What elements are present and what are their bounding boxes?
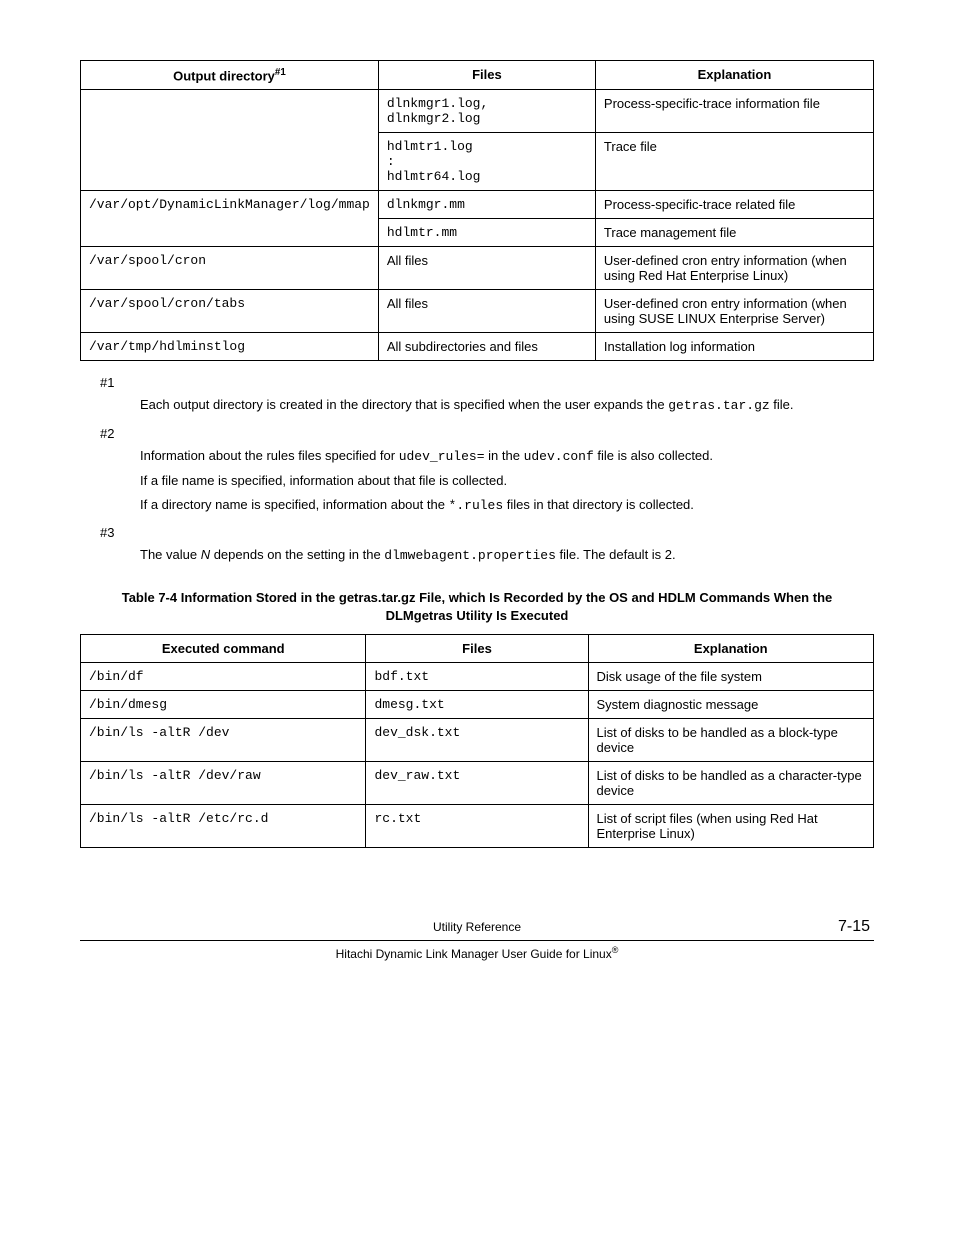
col-explanation: Explanation [595, 61, 873, 90]
cell-explanation: Trace management file [595, 219, 873, 247]
footnote-2-body: Information about the rules files specif… [140, 447, 854, 516]
table-row: dlnkmgr1.log, dlnkmgr2.logProcess-specif… [81, 90, 874, 133]
table-row: /bin/dmesgdmesg.txtSystem diagnostic mes… [81, 690, 874, 718]
cell-command: /bin/ls -altR /etc/rc.d [81, 804, 366, 847]
cell-output-dir: /var/opt/DynamicLinkManager/log/mmap [81, 191, 379, 247]
cell-output-dir: /var/spool/cron/tabs [81, 290, 379, 333]
cell-output-dir: /var/spool/cron [81, 247, 379, 290]
footnote-1-key: #1 [100, 375, 854, 390]
cell-command: /bin/df [81, 662, 366, 690]
cell-explanation: List of disks to be handled as a charact… [588, 761, 874, 804]
footnote-3-body: The value N depends on the setting in th… [140, 546, 854, 565]
cell-file: bdf.txt [366, 662, 588, 690]
cell-files: All files [378, 247, 595, 290]
table-row: /bin/dfbdf.txtDisk usage of the file sys… [81, 662, 874, 690]
output-directory-table: Output directory#1 Files Explanation dln… [80, 60, 874, 361]
cell-explanation: System diagnostic message [588, 690, 874, 718]
footnote-2-key: #2 [100, 426, 854, 441]
cell-file: dev_raw.txt [366, 761, 588, 804]
cell-files: All subdirectories and files [378, 333, 595, 361]
cell-files: All files [378, 290, 595, 333]
cell-explanation: Process-specific-trace related file [595, 191, 873, 219]
cell-explanation: Process-specific-trace information file [595, 90, 873, 133]
cell-file: rc.txt [366, 804, 588, 847]
footnotes: #1 Each output directory is created in t… [100, 375, 854, 565]
footer-page-number: 7-15 [674, 918, 871, 936]
table-row: /bin/ls -altR /devdev_dsk.txtList of dis… [81, 718, 874, 761]
cell-command: /bin/ls -altR /dev [81, 718, 366, 761]
table-row: /var/spool/cron/tabsAll filesUser-define… [81, 290, 874, 333]
cell-file: dev_dsk.txt [366, 718, 588, 761]
executed-command-table: Executed command Files Explanation /bin/… [80, 634, 874, 848]
cell-explanation: Disk usage of the file system [588, 662, 874, 690]
cell-files: hdlmtr1.log:hdlmtr64.log [378, 133, 595, 191]
page-footer: Utility Reference 7-15 Hitachi Dynamic L… [80, 918, 874, 961]
footer-divider [80, 940, 874, 941]
cell-output-dir [81, 133, 379, 191]
cell-file: dmesg.txt [366, 690, 588, 718]
col-files-2: Files [366, 634, 588, 662]
cell-command: /bin/dmesg [81, 690, 366, 718]
table-row: /var/spool/cronAll filesUser-defined cro… [81, 247, 874, 290]
cell-files: hdlmtr.mm [378, 219, 595, 247]
cell-explanation: List of script files (when using Red Hat… [588, 804, 874, 847]
table-row: hdlmtr1.log:hdlmtr64.logTrace file [81, 133, 874, 191]
footer-guide-title: Hitachi Dynamic Link Manager User Guide … [80, 945, 874, 961]
cell-explanation: User-defined cron entry information (whe… [595, 290, 873, 333]
cell-explanation: Trace file [595, 133, 873, 191]
cell-files: dlnkmgr.mm [378, 191, 595, 219]
cell-explanation: List of disks to be handled as a block-t… [588, 718, 874, 761]
cell-explanation: Installation log information [595, 333, 873, 361]
footer-section-title: Utility Reference [281, 920, 674, 934]
col-explanation-2: Explanation [588, 634, 874, 662]
table-row: /bin/ls -altR /etc/rc.drc.txtList of scr… [81, 804, 874, 847]
col-executed-command: Executed command [81, 634, 366, 662]
cell-command: /bin/ls -altR /dev/raw [81, 761, 366, 804]
col-files: Files [378, 61, 595, 90]
table-row: /var/tmp/hdlminstlogAll subdirectories a… [81, 333, 874, 361]
cell-files: dlnkmgr1.log, dlnkmgr2.log [378, 90, 595, 133]
table-row: /var/opt/DynamicLinkManager/log/mmapdlnk… [81, 191, 874, 219]
table-7-4-caption: Table 7-4 Information Stored in the getr… [104, 589, 850, 625]
cell-output-dir: /var/tmp/hdlminstlog [81, 333, 379, 361]
cell-explanation: User-defined cron entry information (whe… [595, 247, 873, 290]
cell-output-dir [81, 90, 379, 133]
table-row: /bin/ls -altR /dev/rawdev_raw.txtList of… [81, 761, 874, 804]
footnote-3-key: #3 [100, 525, 854, 540]
footnote-1-body: Each output directory is created in the … [140, 396, 854, 415]
col-output-dir: Output directory#1 [81, 61, 379, 90]
